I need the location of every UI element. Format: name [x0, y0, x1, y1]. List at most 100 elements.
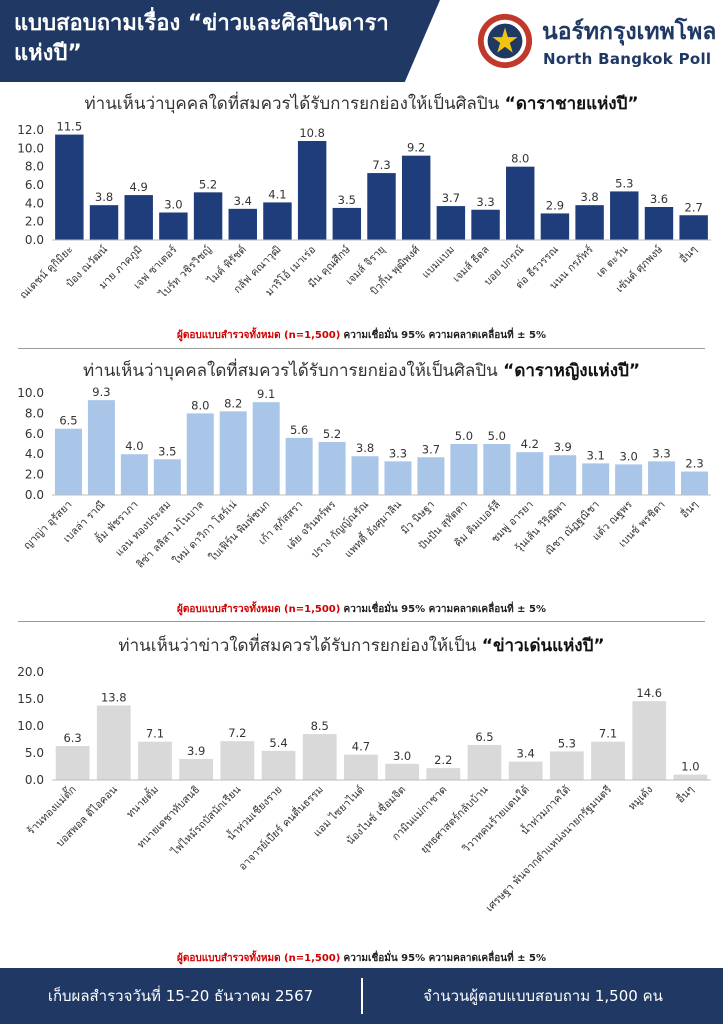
sample-note-male: ผู้ตอบแบบสำรวจทั้งหมด (n=1,500) ความเชื่… — [0, 328, 723, 343]
category-label: อื่นๆ — [677, 497, 700, 520]
chart-male: 0.0 2.0 4.0 6.0 8.0 10.0 12.0 11.5 ณเดชน์ คูกิมิ… — [0, 118, 723, 323]
bar — [153, 459, 181, 495]
note-respondents: ผู้ตอบแบบสำรวจทั้งหมด (n=1,500) — [177, 953, 341, 964]
footer-separator — [361, 978, 363, 1014]
data-label: 3.9 — [554, 440, 572, 454]
bar — [138, 741, 172, 780]
bar — [450, 444, 478, 495]
data-label: 8.0 — [511, 152, 529, 166]
y-tick-label: 0.0 — [25, 773, 44, 787]
data-label: 5.2 — [199, 177, 217, 191]
data-label: 3.3 — [476, 195, 494, 209]
bar — [591, 741, 625, 780]
data-label: 3.7 — [442, 191, 460, 205]
data-label: 4.1 — [268, 187, 286, 201]
bar — [55, 134, 84, 240]
respondent-count: จำนวนผู้ตอบแบบสอบถาม 1,500 คน — [423, 987, 663, 1005]
category-label: ใบเฟิร์น พิมพ์ชนก — [206, 498, 272, 564]
bar — [219, 411, 247, 495]
data-label: 3.6 — [650, 192, 668, 206]
bar — [351, 456, 379, 495]
data-label: 3.3 — [652, 446, 670, 460]
data-label: 3.9 — [187, 744, 205, 758]
chart-title-prefix: ท่านเห็นว่าข่าวใดที่สมควรได้รับการยกย่อง… — [118, 636, 477, 656]
bar — [54, 428, 82, 495]
y-tick-label: 10.0 — [17, 141, 44, 155]
bar — [426, 768, 461, 780]
bar — [632, 701, 667, 780]
data-label: 2.9 — [546, 198, 564, 212]
data-label: 3.4 — [234, 194, 252, 208]
note-respondents: ผู้ตอบแบบสำรวจทั้งหมด (n=1,500) — [177, 604, 341, 615]
divider — [18, 621, 705, 622]
sample-note-news: ผู้ตอบแบบสำรวจทั้งหมด (n=1,500) ความเชื่… — [0, 951, 723, 966]
chart-title-male: ท่านเห็นว่าบุคคลใดที่สมควรได้รับการยกย่อ… — [0, 90, 723, 117]
data-label: 3.0 — [164, 198, 182, 212]
data-label: 3.8 — [95, 190, 113, 204]
page-title: แบบสอบถามเรื่อง “ข่าวและศิลปินดาราแห่งปี… — [14, 11, 389, 66]
data-label: 5.3 — [615, 176, 633, 190]
category-label: ณเดชน์ คูกิมิยะ — [17, 243, 76, 302]
data-label: 3.5 — [338, 193, 356, 207]
data-label: 7.2 — [228, 726, 246, 740]
y-tick-label: 6.0 — [25, 427, 44, 441]
data-label: 1.0 — [681, 760, 699, 774]
bar — [648, 461, 676, 495]
data-label: 7.1 — [599, 727, 617, 741]
sample-note-female: ผู้ตอบแบบสำรวจทั้งหมด (n=1,500) ความเชื่… — [0, 602, 723, 617]
bar — [186, 413, 214, 495]
data-label: 9.3 — [92, 385, 110, 399]
chart-female: 0.0 2.0 4.0 6.0 8.0 10.0 6.5 ญาญ่า อุรัสยา 9.3 เบ… — [0, 383, 723, 595]
chart-title-emphasis: “ดาราหญิงแห่งปี” — [503, 361, 641, 381]
chart-news-svg: 0.05.010.015.020.06.3ร้านทองแม่ตั๊ก13.8บ… — [17, 665, 711, 914]
y-tick-label: 2.0 — [25, 215, 44, 229]
category-label: วิวาทคนร้ายแดนใต้ — [459, 783, 531, 855]
data-label: 4.0 — [125, 439, 143, 453]
data-label: 10.8 — [299, 126, 325, 140]
data-label: 3.5 — [158, 444, 176, 458]
data-label: 5.2 — [323, 427, 341, 441]
divider — [18, 348, 705, 349]
chart-title-prefix: ท่านเห็นว่าบุคคลใดที่สมควรได้รับการยกย่อ… — [82, 361, 498, 381]
bar — [120, 454, 148, 495]
data-label: 6.5 — [59, 414, 77, 428]
bar — [124, 195, 153, 240]
data-label: 3.8 — [580, 190, 598, 204]
bar — [471, 209, 500, 240]
bar — [285, 437, 313, 495]
bar — [508, 761, 543, 780]
bar — [467, 744, 502, 780]
data-label: 3.7 — [422, 442, 440, 456]
data-label: 6.5 — [475, 730, 493, 744]
bar — [261, 750, 296, 780]
data-label: 11.5 — [57, 120, 83, 134]
chart-title-female: ท่านเห็นว่าบุคคลใดที่สมควรได้รับการยกย่อ… — [0, 357, 723, 384]
chart-title-emphasis: “ดาราชายแห่งปี” — [504, 94, 639, 114]
category-label: ไฟไหม้รถบัสนักเรียน — [168, 783, 244, 859]
data-label: 2.7 — [685, 200, 703, 214]
data-label: 5.4 — [269, 736, 287, 750]
bar — [483, 444, 511, 495]
bar — [55, 745, 90, 780]
bar — [344, 754, 378, 780]
y-tick-label: 10.0 — [17, 386, 44, 400]
bar — [506, 166, 535, 240]
data-label: 9.1 — [257, 387, 275, 401]
y-tick-label: 5.0 — [25, 746, 44, 760]
chart-male-svg: 0.0 2.0 4.0 6.0 8.0 10.0 12.0 11.5 ณเดชน์ คูกิมิ… — [17, 120, 711, 302]
chart-title-prefix: ท่านเห็นว่าบุคคลใดที่สมควรได้รับการยกย่อ… — [84, 94, 500, 114]
data-label: 2.3 — [685, 457, 703, 471]
data-label: 5.6 — [290, 423, 308, 437]
bar — [615, 464, 643, 495]
bar — [332, 207, 362, 240]
y-tick-label: 10.0 — [17, 719, 44, 733]
bar — [220, 741, 255, 780]
brand-name-en: North Bangkok Poll — [543, 50, 712, 68]
data-label: 8.5 — [311, 719, 329, 733]
bar — [384, 461, 412, 495]
data-label: 9.2 — [407, 141, 425, 155]
bar — [516, 452, 544, 495]
survey-date: เก็บผลสำรวจวันที่ 15-20 ธันวาคม 2567 — [47, 987, 314, 1005]
data-label: 3.3 — [389, 446, 407, 460]
